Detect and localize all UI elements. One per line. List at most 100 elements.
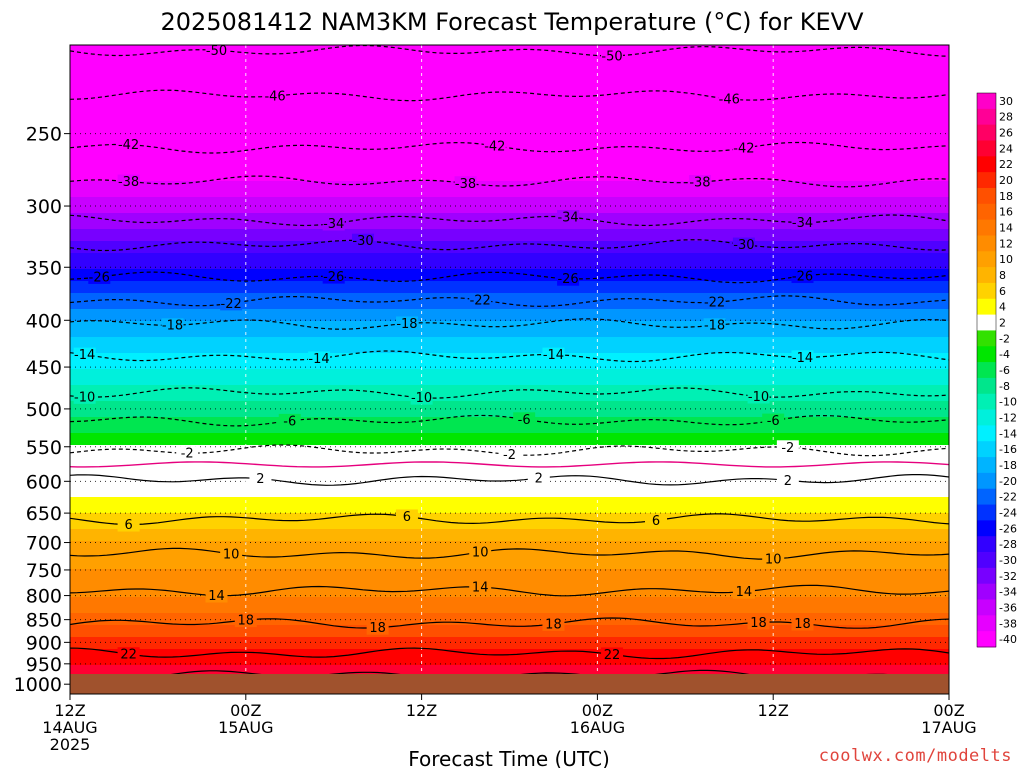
- field-band: [70, 393, 949, 398]
- contour-label: 18: [750, 616, 767, 631]
- field-band: [70, 269, 949, 274]
- contour-label-bg: [352, 233, 374, 248]
- field-band: [70, 585, 949, 590]
- colorbar-label: -2: [999, 332, 1010, 345]
- contour-label-bg: [117, 174, 140, 189]
- colorbar-label: -14: [999, 427, 1017, 440]
- contour-label-bg: [527, 471, 550, 486]
- x-tick-label: 16AUG: [570, 718, 625, 737]
- field-band: [70, 73, 949, 78]
- colorbar-cell: [977, 251, 996, 268]
- field-band: [70, 613, 949, 618]
- colorbar-cell: [977, 472, 996, 490]
- colorbar-cell: [977, 156, 996, 173]
- colorbar-cell: [977, 583, 996, 600]
- colorbar-cell: [977, 298, 996, 315]
- contour-label: -38: [118, 175, 139, 190]
- contour-label-bg: [776, 440, 799, 455]
- contour-label: -34: [323, 217, 344, 232]
- y-tick-label: 400: [26, 310, 62, 332]
- field-band: [70, 281, 949, 286]
- x-tick-label: 00Z: [933, 701, 964, 720]
- contour-label-bg: [469, 580, 492, 595]
- x-tick-label: 2025: [50, 735, 91, 754]
- field-band: [70, 625, 949, 630]
- contour-label-bg: [117, 137, 140, 152]
- field-band: [70, 189, 949, 194]
- colorbar: 30 28 26 24 22 20 18 16 14 12 10 8 6 4 2 -2 -4 -6 -8 -10 -12…: [976, 92, 1017, 648]
- field-band: [70, 61, 949, 66]
- y-tick-label: 700: [26, 533, 62, 555]
- y-tick-label: 800: [26, 586, 62, 608]
- contour-line: [70, 295, 949, 307]
- field-band: [70, 641, 949, 646]
- contour-label-bg: [703, 295, 726, 310]
- colorbar-cell: [977, 441, 996, 458]
- colorbar-label: 2: [999, 317, 1006, 330]
- temperature-field: [70, 45, 949, 678]
- contour-label: -42: [484, 139, 505, 154]
- contour-label-bg: [601, 647, 624, 662]
- contour-label: -34: [792, 216, 813, 231]
- ground-layer: [70, 674, 949, 694]
- colorbar-cell: [977, 409, 996, 426]
- field-band: [70, 145, 949, 150]
- grid-lines: [70, 45, 949, 694]
- field-band: [70, 345, 949, 350]
- colorbar-cell: [977, 393, 996, 410]
- contour-label-bg: [308, 351, 331, 366]
- contour-label-bg: [732, 237, 755, 252]
- colorbar-label: 18: [999, 190, 1013, 203]
- contour-label: -22: [221, 297, 242, 312]
- field-band: [70, 525, 949, 530]
- field-band: [70, 537, 949, 542]
- field-band: [70, 365, 949, 370]
- field-band: [70, 221, 949, 226]
- x-tick-label: 14AUG: [42, 718, 97, 737]
- contour-label-bg: [791, 350, 814, 365]
- contour-label: 18: [545, 617, 562, 632]
- contour-label: 14: [736, 585, 753, 600]
- field-band: [70, 513, 949, 518]
- contour-label-bg: [205, 45, 228, 58]
- colorbar-label: 16: [999, 206, 1013, 219]
- field-band: [70, 285, 949, 290]
- colorbar-label: 4: [999, 301, 1006, 314]
- field-band: [70, 53, 949, 58]
- contour-label-bg: [469, 545, 492, 560]
- colorbar-label: -16: [999, 443, 1017, 456]
- colorbar-cell: [977, 140, 996, 157]
- contour-label-bg: [161, 318, 184, 333]
- y-tick-label: 500: [26, 399, 62, 421]
- field-band: [70, 233, 949, 238]
- x-tick-label: 00Z: [582, 701, 613, 720]
- contour-line: [70, 318, 949, 330]
- colorbar-label: 20: [999, 174, 1013, 187]
- colorbar-label: -12: [999, 411, 1017, 424]
- field-band: [70, 377, 949, 382]
- field-band: [70, 169, 949, 174]
- colorbar-label: 8: [999, 269, 1006, 282]
- field-band: [70, 93, 949, 98]
- contour-label: -14: [308, 352, 329, 367]
- colorbar-cell: [977, 599, 996, 616]
- contour-label: -10: [411, 391, 432, 406]
- contour-label: 6: [652, 514, 660, 529]
- contour-label-bg: [732, 584, 755, 599]
- x-tick-label: 00Z: [230, 701, 261, 720]
- field-band: [70, 481, 949, 486]
- field-band: [70, 429, 949, 434]
- y-tick-label: 850: [26, 610, 62, 632]
- colorbar-label: -40: [999, 633, 1017, 646]
- field-band: [70, 533, 949, 538]
- contour-label-bg: [249, 471, 272, 486]
- field-band: [70, 441, 949, 446]
- field-band: [70, 165, 949, 170]
- y-tick-label: 750: [26, 560, 62, 582]
- field-band: [70, 317, 949, 322]
- contour-label: -18: [162, 319, 183, 334]
- contour-label: -30: [733, 238, 754, 253]
- field-band: [70, 661, 949, 666]
- field-band: [70, 517, 949, 522]
